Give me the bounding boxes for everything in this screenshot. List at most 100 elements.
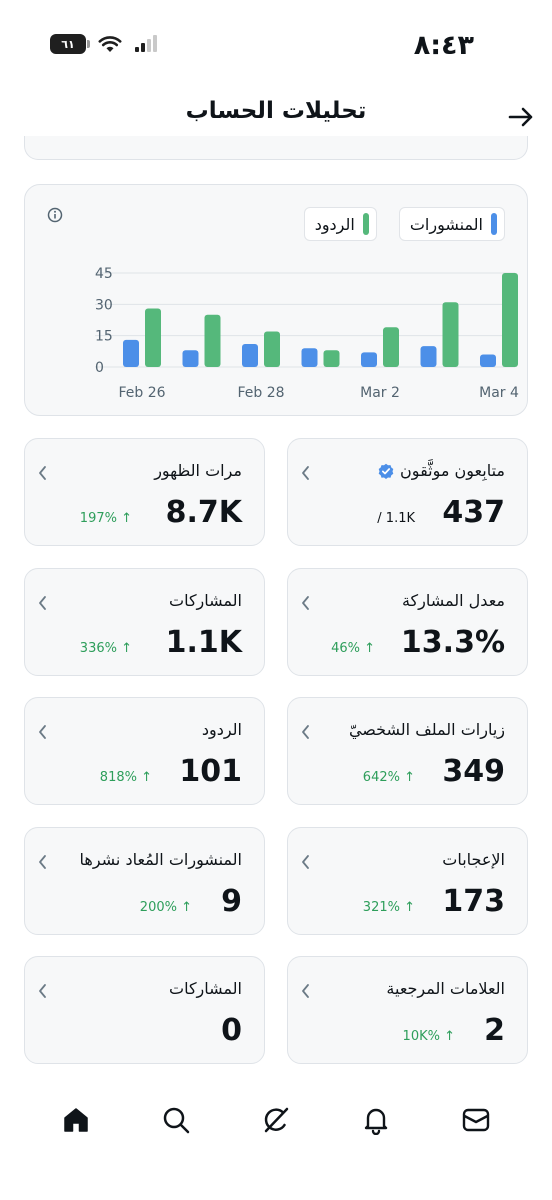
bar-replies[interactable] [145, 308, 161, 367]
stat-value: 173 [442, 883, 505, 919]
stat-card[interactable]: المشاركات 0 [24, 956, 265, 1064]
nav-messages[interactable] [456, 1100, 496, 1140]
bar-replies[interactable] [323, 350, 340, 367]
chevron-left-icon [39, 466, 46, 480]
bar-posts[interactable] [123, 339, 139, 367]
bar-posts[interactable] [361, 352, 377, 367]
stat-label-text: زيارات الملف الشخصيّ [348, 720, 505, 739]
chevron-left-icon [39, 725, 46, 739]
stat-card[interactable]: المنشورات المُعاد نشرها 9 200% ↑ [24, 826, 265, 935]
stat-value: 101 [179, 754, 242, 789]
chevron-left-icon [39, 984, 46, 998]
bar-posts[interactable] [182, 350, 199, 367]
stat-label-text: العلامات المرجعية [386, 979, 505, 998]
wifi-icon [98, 36, 122, 52]
stat-delta: 321% ↑ [362, 899, 415, 915]
stat-label-text: المنشورات المُعاد نشرها [79, 849, 243, 869]
chevron-left-icon [39, 595, 46, 610]
bar-replies[interactable] [502, 273, 518, 367]
stat-card[interactable]: مرات الظهور 8.7K 197% ↑ [24, 438, 265, 546]
previous-card-edge [24, 136, 528, 160]
back-arrow-icon[interactable] [506, 102, 536, 132]
stat-label-text: متابِعون موثَّقون [400, 461, 505, 480]
stat-label-text: معدل المشاركة [401, 590, 505, 610]
legend-swatch [491, 213, 497, 235]
bar-chart: 45 30 15 0 Feb 26 Feb 28 Mar 2 Mar 4 [95, 266, 519, 401]
chart-legend: المنشورات الردود [303, 207, 505, 241]
stat-value: 349 [442, 754, 505, 789]
stat-label: متابِعون موثَّقون [378, 461, 505, 480]
stat-value: 13.3% [400, 624, 505, 660]
page-title: تحليلات الحساب [185, 98, 367, 124]
stat-delta: 818% ↑ [99, 770, 152, 785]
stat-label-text: المشاركات [169, 590, 242, 610]
stat-label: زيارات الملف الشخصيّ [349, 720, 505, 739]
stat-label: المشاركات [169, 979, 242, 998]
stat-card[interactable]: الإعجابات 173 321% ↑ [287, 826, 528, 935]
stat-delta: 200% ↑ [139, 899, 192, 915]
nav-search[interactable] [156, 1100, 196, 1140]
bar-posts[interactable] [480, 354, 496, 367]
status-icons: ٦١ [50, 34, 160, 54]
mail-icon [462, 1108, 490, 1132]
info-icon[interactable] [47, 207, 63, 223]
stat-delta: 46% ↑ [331, 640, 375, 656]
signal-icon [135, 35, 157, 52]
battery-level: ٦١ [61, 37, 75, 51]
home-icon [64, 1108, 88, 1132]
bar-posts[interactable] [242, 344, 258, 367]
bar-posts[interactable] [301, 348, 318, 367]
bell-icon [364, 1108, 388, 1135]
status-time: ٨:٤٣ [413, 30, 474, 61]
legend-label: المنشورات [409, 214, 483, 234]
top-header: تحليلات الحساب [0, 90, 552, 140]
stat-card[interactable]: المشاركات 1.1K 336% ↑ [24, 567, 265, 676]
nav-home[interactable] [56, 1100, 96, 1140]
grok-icon [264, 1107, 289, 1133]
y-tick-label: 30 [95, 297, 113, 313]
chevron-left-icon [39, 854, 46, 869]
bar-replies[interactable] [442, 302, 459, 367]
chart-card: المنشورات الردود 45 30 15 0 Feb 26 Feb 28 Mar … [24, 184, 528, 416]
stat-value: 1.1K [165, 624, 242, 660]
verified-badge-icon [378, 463, 394, 479]
legend-item-posts[interactable]: المنشورات [398, 207, 505, 241]
x-tick-label: Feb 26 [118, 385, 165, 401]
stat-label-text: الردود [201, 720, 242, 739]
legend-label: الردود [314, 214, 355, 234]
x-tick-label: Mar 2 [360, 385, 400, 401]
x-tick-label: Feb 28 [237, 385, 284, 401]
stat-delta: 10K% ↑ [402, 1029, 455, 1044]
stat-label: معدل المشاركة [402, 591, 505, 610]
stat-label: العلامات المرجعية [386, 979, 505, 998]
stat-card[interactable]: متابِعون موثَّقون 437 / 1.1K [287, 438, 528, 546]
y-tick-label: 45 [95, 266, 113, 282]
bar-posts[interactable] [420, 346, 437, 367]
stat-card[interactable]: العلامات المرجعية 2 10K% ↑ [287, 956, 528, 1064]
chevron-left-icon [302, 984, 309, 998]
stat-delta: 336% ↑ [79, 640, 132, 656]
bar-replies[interactable] [383, 327, 399, 367]
bar-replies[interactable] [204, 314, 221, 367]
legend-swatch [362, 213, 369, 235]
y-tick-label: 0 [95, 360, 104, 376]
stat-label: مرات الظهور [154, 461, 242, 480]
legend-item-replies[interactable]: الردود [303, 207, 377, 241]
search-icon [163, 1107, 190, 1134]
stat-value: 9 [221, 883, 242, 919]
nav-grok[interactable] [256, 1100, 296, 1140]
chevron-left-icon [302, 725, 309, 739]
chevron-left-icon [302, 595, 309, 610]
nav-notifications[interactable] [356, 1100, 396, 1140]
stat-label: المشاركات [169, 591, 242, 610]
stat-value: 2 [484, 1013, 505, 1048]
x-tick-label: Mar 4 [479, 385, 519, 401]
stat-card[interactable]: زيارات الملف الشخصيّ 349 642% ↑ [287, 697, 528, 805]
battery-icon: ٦١ [50, 34, 90, 54]
bar-replies[interactable] [264, 331, 280, 367]
stat-label: الإعجابات [442, 850, 505, 869]
stat-delta: 642% ↑ [362, 770, 415, 785]
stat-card[interactable]: معدل المشاركة 13.3% 46% ↑ [287, 567, 528, 676]
stat-card[interactable]: الردود 101 818% ↑ [24, 697, 265, 805]
stat-sub-value: / 1.1K [377, 511, 415, 526]
